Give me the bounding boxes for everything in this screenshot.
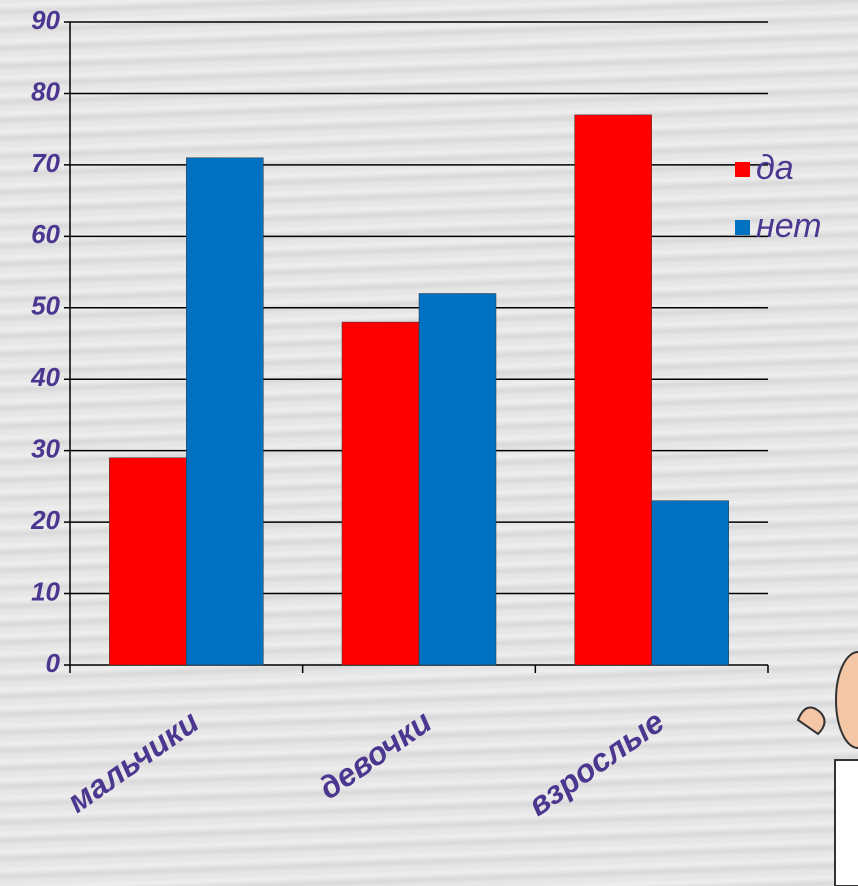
legend-label: нет <box>756 207 822 245</box>
bar <box>186 157 264 666</box>
y-tick-label: 90 <box>31 5 60 35</box>
legend-swatch <box>735 220 750 235</box>
y-tick-label: 80 <box>31 76 60 106</box>
bar <box>341 321 420 666</box>
x-tick-label: взрослые <box>521 703 670 823</box>
bar <box>574 114 652 666</box>
y-tick-label: 40 <box>30 362 60 392</box>
x-tick-label: девочки <box>312 703 438 806</box>
legend-label: да <box>756 149 794 187</box>
bar <box>418 293 497 666</box>
y-tick-label: 70 <box>31 148 60 178</box>
y-tick-label: 50 <box>31 291 60 321</box>
y-tick-label: 20 <box>30 505 60 535</box>
x-tick-label: мальчики <box>60 703 205 819</box>
y-tick-label: 10 <box>31 576 60 606</box>
character <box>796 651 858 886</box>
y-tick-label: 60 <box>31 219 60 249</box>
y-tick-label: 30 <box>31 434 60 464</box>
bar <box>651 500 729 666</box>
bar <box>109 457 187 666</box>
y-tick-label: 0 <box>46 648 61 678</box>
legend-swatch <box>735 162 750 177</box>
